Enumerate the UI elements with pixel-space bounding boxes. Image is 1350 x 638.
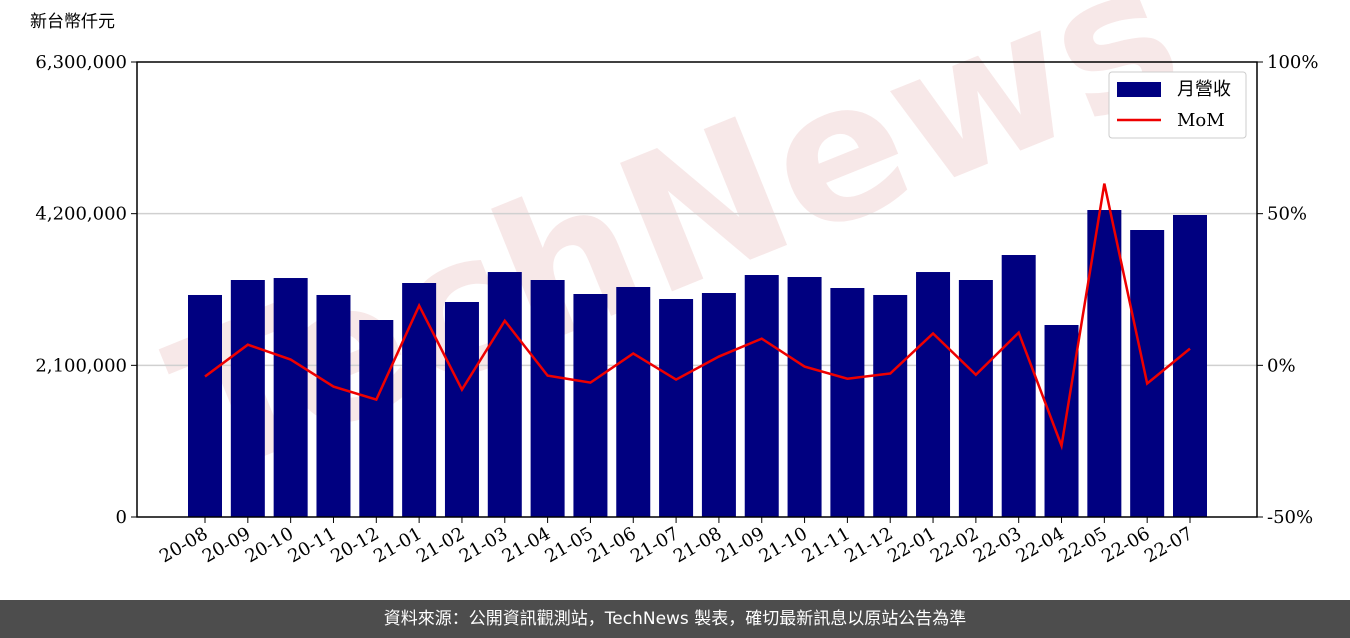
y-tick-label: 6,300,000 bbox=[35, 52, 127, 73]
bar bbox=[1001, 255, 1036, 518]
bar bbox=[188, 294, 222, 517]
plot-frame bbox=[136, 61, 1258, 518]
bar bbox=[230, 280, 265, 517]
y-tick-label: 2,100,000 bbox=[35, 355, 127, 376]
bar bbox=[787, 277, 822, 517]
bar bbox=[573, 293, 608, 517]
x-tick-label: 21-08 bbox=[670, 523, 725, 567]
x-tick-label: 21-02 bbox=[413, 523, 468, 567]
x-tick-label: 21-10 bbox=[756, 523, 811, 567]
x-tick-label: 22-07 bbox=[1141, 523, 1196, 567]
bar bbox=[316, 294, 351, 517]
bar bbox=[830, 288, 865, 517]
line bbox=[204, 183, 1191, 451]
x-tick-label: 21-12 bbox=[841, 523, 896, 567]
x-tick-label: 22-06 bbox=[1098, 523, 1153, 567]
x-tick-label: 22-01 bbox=[884, 523, 939, 567]
x-tick-label: 20-11 bbox=[285, 523, 340, 567]
bar bbox=[958, 280, 993, 517]
y-tick-label: 4,200,000 bbox=[35, 204, 127, 225]
x-tick-label: 21-11 bbox=[798, 523, 853, 567]
x-tick-label: 20-10 bbox=[242, 523, 297, 567]
bar bbox=[530, 280, 565, 517]
x-tick-label: 22-03 bbox=[970, 523, 1025, 567]
x-tick-label: 20-09 bbox=[199, 523, 254, 567]
legend-label: MoM bbox=[1177, 110, 1225, 131]
bar bbox=[1087, 210, 1122, 517]
bar bbox=[916, 272, 951, 517]
x-tick-label: 20-12 bbox=[327, 523, 382, 567]
bar bbox=[701, 293, 736, 517]
bar bbox=[1173, 215, 1207, 517]
x-tick-label: 21-09 bbox=[713, 523, 768, 567]
chart: 新台幣仟元 TechNews 02,100,0004,200,0006,300,… bbox=[30, 0, 1318, 567]
y-tick-label: 0 bbox=[116, 507, 127, 528]
x-tick-label: 21-07 bbox=[627, 523, 682, 567]
y2-tick-label: 50% bbox=[1267, 204, 1307, 225]
y2-tick-label: 0% bbox=[1267, 355, 1296, 376]
x-tick-label: 20-08 bbox=[156, 523, 211, 567]
x-tick-label: 21-03 bbox=[456, 523, 511, 567]
bar bbox=[273, 278, 308, 517]
bar bbox=[873, 294, 908, 517]
y2-tick-label: -50% bbox=[1267, 507, 1313, 528]
bar bbox=[487, 272, 522, 517]
legend-label: 月營收 bbox=[1177, 79, 1231, 100]
bar bbox=[659, 298, 694, 517]
bar bbox=[402, 283, 437, 517]
x-tick-label: 22-04 bbox=[1013, 523, 1068, 567]
bar bbox=[616, 287, 651, 517]
bar bbox=[444, 301, 479, 517]
x-tick-label: 22-02 bbox=[927, 523, 982, 567]
footer: 資料來源：公開資訊觀測站，TechNews 製表，確切最新訊息以原站公告為準 bbox=[0, 600, 1350, 638]
x-tick-label: 21-01 bbox=[370, 523, 425, 567]
y-axis-label: 新台幣仟元 bbox=[30, 12, 115, 32]
bar bbox=[1044, 324, 1079, 517]
legend-swatch bbox=[1117, 82, 1161, 97]
x-tick-label: 21-06 bbox=[584, 523, 639, 567]
x-tick-label: 21-05 bbox=[541, 523, 596, 567]
x-tick-label: 22-05 bbox=[1055, 523, 1110, 567]
x-tick-label: 21-04 bbox=[499, 523, 554, 567]
bar bbox=[744, 275, 779, 517]
y2-tick-label: 100% bbox=[1267, 52, 1318, 73]
bar bbox=[359, 319, 394, 517]
